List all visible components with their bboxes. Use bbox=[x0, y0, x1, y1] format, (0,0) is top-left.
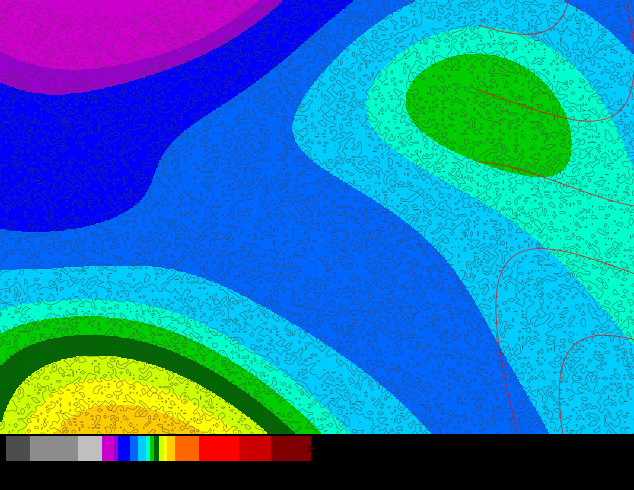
Bar bbox=[30, 437, 79, 461]
Bar bbox=[138, 437, 146, 461]
Text: SLP/Temp. 850 hPa [hPa] ECMWF: SLP/Temp. 850 hPa [hPa] ECMWF bbox=[6, 461, 213, 474]
Bar bbox=[162, 437, 167, 461]
Bar bbox=[158, 437, 162, 461]
Bar bbox=[115, 437, 119, 461]
Bar bbox=[198, 437, 238, 461]
Text: © weatheronline.co.uk: © weatheronline.co.uk bbox=[496, 466, 628, 475]
Bar bbox=[79, 437, 103, 461]
Bar bbox=[119, 437, 131, 461]
Text: -10: -10 bbox=[70, 475, 87, 485]
Bar bbox=[146, 437, 150, 461]
Bar bbox=[271, 437, 311, 461]
Text: 38: 38 bbox=[265, 475, 276, 485]
Bar bbox=[167, 437, 174, 461]
Bar bbox=[6, 437, 30, 461]
Bar bbox=[131, 437, 138, 461]
Bar bbox=[155, 437, 158, 461]
Text: -22: -22 bbox=[22, 475, 39, 485]
Bar bbox=[150, 437, 155, 461]
Text: 12: 12 bbox=[160, 475, 172, 485]
Bar bbox=[103, 437, 115, 461]
Bar bbox=[238, 437, 271, 461]
Bar bbox=[174, 437, 198, 461]
Text: 26: 26 bbox=[217, 475, 228, 485]
Text: Mo 23-09-2024 18:00 UTC (18+48): Mo 23-09-2024 18:00 UTC (18+48) bbox=[407, 441, 628, 454]
Text: 48: 48 bbox=[305, 475, 316, 485]
Text: 0: 0 bbox=[115, 475, 121, 485]
Text: -28: -28 bbox=[0, 475, 15, 485]
